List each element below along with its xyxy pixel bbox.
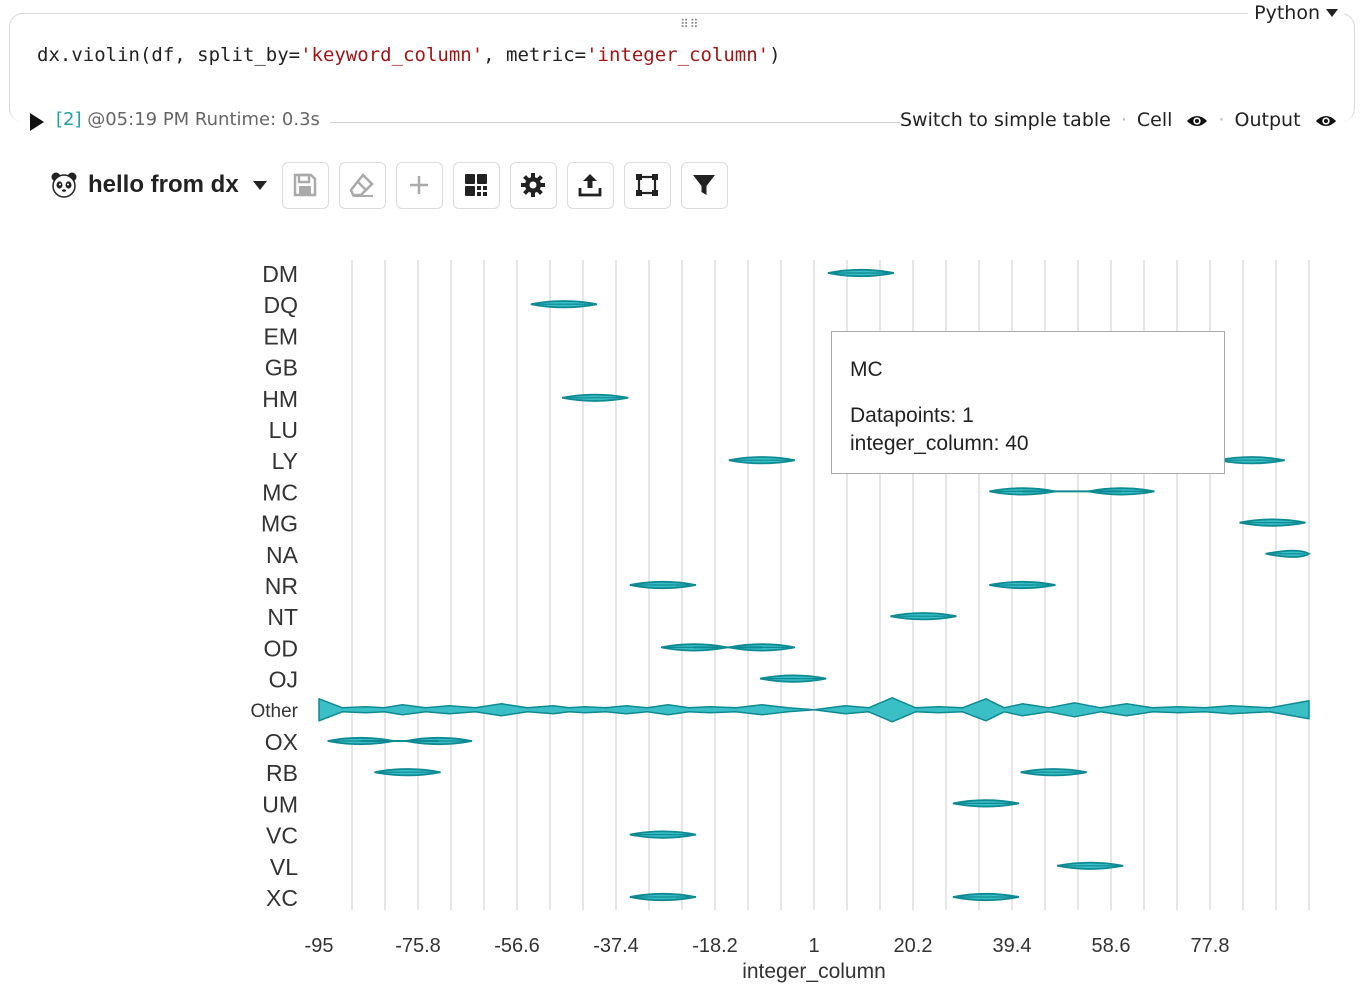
output-label: Output: [1234, 109, 1301, 131]
output-visibility-toggle[interactable]: Output: [1235, 109, 1337, 131]
grid-icon: [465, 174, 488, 196]
y-tick-label: RB: [266, 760, 298, 786]
x-axis-title: integer_column: [742, 960, 886, 983]
y-tick-label: OJ: [269, 667, 298, 693]
code-arg-split-by: 'keyword_column': [300, 44, 484, 66]
code-cell[interactable]: ⠿⠿ Python dx.violin(df, split_by='keywor…: [9, 2, 1355, 122]
add-button[interactable]: [395, 161, 443, 209]
x-tick-label: 77.8: [1191, 935, 1230, 957]
layout-button[interactable]: [452, 161, 500, 209]
y-tick-label: DQ: [264, 292, 299, 318]
status-divider: [330, 122, 1323, 123]
cell-controls: Switch to simple table · Cell · Output: [900, 109, 1337, 131]
y-tick-label: DM: [262, 261, 298, 287]
chart-violins: [318, 268, 1311, 902]
y-tick-label: EM: [264, 323, 299, 349]
panda-icon: [51, 172, 77, 198]
x-axis-labels: -95 -75.8 -56.6 -37.4 -18.2 1 20.2 39.4 58.6 77.8: [305, 935, 1230, 957]
upload-icon: [578, 174, 602, 197]
save-button[interactable]: [281, 161, 329, 209]
execution-time: @05:19 PM Runtime: 0.3s: [81, 109, 320, 130]
y-tick-label: HM: [262, 386, 298, 412]
y-tick-label: GB: [265, 355, 298, 381]
y-tick-label: LU: [269, 417, 298, 443]
export-button[interactable]: [566, 161, 614, 209]
execution-count: [2]: [56, 109, 82, 130]
chevron-down-icon: [1326, 9, 1338, 17]
x-tick-label: 1: [808, 935, 819, 957]
y-tick-label: VC: [266, 823, 298, 849]
execution-info: [2] @05:19 PM Runtime: 0.3s: [56, 109, 324, 130]
select-button[interactable]: [623, 161, 671, 209]
code-suffix: ): [769, 44, 781, 66]
code-arg-metric: 'integer_column': [586, 44, 770, 66]
y-tick-label: XC: [266, 885, 298, 911]
y-tick-label: NR: [265, 573, 298, 599]
y-tick-label: NT: [267, 604, 298, 630]
y-tick-label: Other: [250, 701, 298, 722]
plus-icon: [410, 176, 429, 194]
x-tick-label: 58.6: [1092, 935, 1131, 957]
tooltip-value: integer_column: 40: [850, 432, 1029, 455]
tooltip-datapoints: Datapoints: 1: [850, 404, 974, 427]
y-tick-label: MC: [262, 479, 298, 505]
x-tick-label: -56.6: [494, 935, 540, 957]
cell-label: Cell: [1136, 109, 1173, 131]
y-axis-labels: DM DQ EM GB HM LU LY MC MG NA NR NT OD OJ Other OX RB UM V…: [250, 261, 298, 911]
violin-other[interactable]: [318, 697, 1310, 723]
code-editor[interactable]: dx.violin(df, split_by='keyword_column',…: [37, 44, 781, 66]
gear-icon: [521, 173, 546, 197]
cell-status-bar: [2] @05:19 PM Runtime: 0.3s Switch to si…: [0, 108, 1363, 136]
x-tick-label: -75.8: [395, 935, 441, 957]
clear-button[interactable]: [338, 161, 386, 209]
eye-icon: [1187, 115, 1208, 126]
code-prefix: dx.violin(df, split_by=: [37, 44, 301, 66]
switch-simple-table-link[interactable]: Switch to simple table: [900, 109, 1111, 131]
run-cell-icon[interactable]: [30, 113, 44, 131]
filter-icon: [693, 175, 716, 195]
language-label: Python: [1254, 2, 1320, 24]
y-tick-label: VL: [270, 854, 298, 880]
dataframe-title: hello from dx: [88, 171, 239, 198]
y-tick-label: MG: [261, 511, 298, 537]
x-tick-label: -37.4: [593, 935, 639, 957]
y-tick-label: UM: [262, 791, 298, 817]
separator: ·: [1218, 109, 1225, 131]
language-selector[interactable]: Python: [1248, 2, 1344, 24]
view-dropdown-chevron-icon[interactable]: [252, 180, 267, 190]
dx-toolbar: hello from dx: [50, 161, 738, 209]
y-tick-label: OX: [265, 729, 298, 755]
violin-chart: DM DQ EM GB HM LU LY MC MG NA NR NT OD OJ Other OX RB UM V…: [250, 260, 1311, 983]
select-icon: [636, 174, 659, 196]
cell-visibility-toggle[interactable]: Cell: [1137, 109, 1209, 131]
x-tick-label: -95: [305, 935, 334, 957]
x-tick-label: -18.2: [692, 935, 738, 957]
x-tick-label: 20.2: [894, 935, 933, 957]
tooltip-title: MC: [850, 358, 883, 381]
y-tick-label: OD: [264, 635, 299, 661]
save-icon: [293, 173, 317, 197]
eraser-icon: [349, 173, 374, 197]
filter-button[interactable]: [680, 161, 728, 209]
drag-handle-icon[interactable]: ⠿⠿: [680, 17, 700, 31]
chart-tooltip: MC Datapoints: 1 integer_column: 40: [831, 331, 1225, 474]
code-mid: , metric=: [483, 44, 587, 66]
settings-button[interactable]: [509, 161, 557, 209]
separator: ·: [1120, 109, 1127, 131]
y-tick-label: NA: [266, 542, 299, 568]
x-tick-label: 39.4: [993, 935, 1032, 957]
y-tick-label: LY: [272, 448, 298, 474]
eye-icon: [1315, 115, 1336, 126]
